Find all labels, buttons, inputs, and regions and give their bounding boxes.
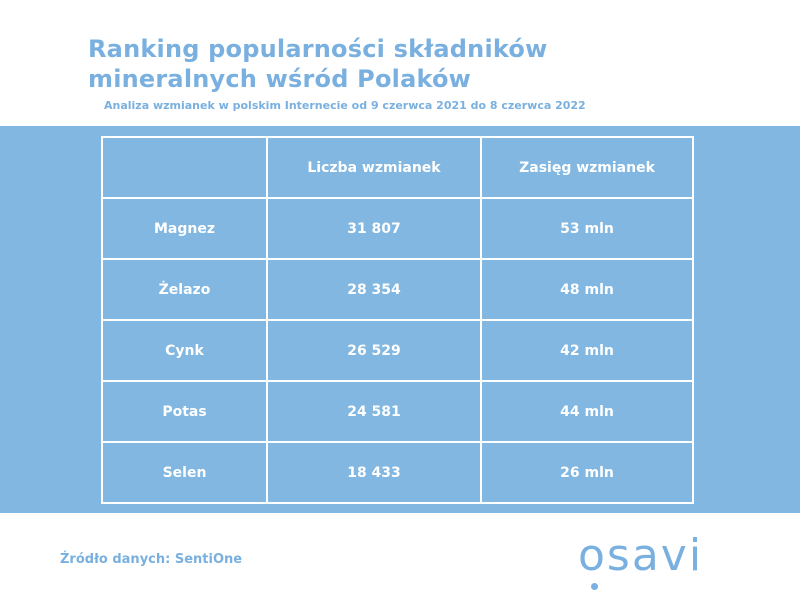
- footer: Źródło danych: SentiOne osavi: [0, 513, 800, 600]
- row-label: Cynk: [101, 319, 268, 382]
- header: Ranking popularności składników mineraln…: [0, 0, 800, 126]
- title-line-2: mineralnych wśród Polaków: [88, 65, 472, 93]
- row-mentions: 18 433: [266, 441, 482, 504]
- table-row: Potas 24 581 44 mln: [101, 380, 694, 443]
- row-reach: 26 mln: [480, 441, 694, 504]
- table-band: Liczba wzmianek Zasięg wzmianek Magnez 3…: [0, 126, 800, 513]
- ranking-table: Liczba wzmianek Zasięg wzmianek Magnez 3…: [101, 136, 694, 504]
- table-row: Cynk 26 529 42 mln: [101, 319, 694, 382]
- row-reach: 53 mln: [480, 197, 694, 260]
- row-reach: 44 mln: [480, 380, 694, 443]
- row-reach: 42 mln: [480, 319, 694, 382]
- row-label: Selen: [101, 441, 268, 504]
- page-title: Ranking popularności składników mineraln…: [88, 34, 728, 94]
- table-header-reach: Zasięg wzmianek: [480, 136, 694, 199]
- row-mentions: 26 529: [266, 319, 482, 382]
- page-subtitle: Analiza wzmianek w polskim Internecie od…: [104, 99, 586, 112]
- table-header-mentions: Liczba wzmianek: [266, 136, 482, 199]
- logo-dot-icon: [591, 583, 598, 590]
- table-header-empty: [101, 136, 268, 199]
- row-reach: 48 mln: [480, 258, 694, 321]
- brand-logo: osavi: [578, 531, 728, 591]
- table-row: Selen 18 433 26 mln: [101, 441, 694, 504]
- table-header-row: Liczba wzmianek Zasięg wzmianek: [101, 136, 694, 199]
- row-mentions: 24 581: [266, 380, 482, 443]
- title-line-1: Ranking popularności składników: [88, 35, 548, 63]
- table-row: Magnez 31 807 53 mln: [101, 197, 694, 260]
- row-label: Magnez: [101, 197, 268, 260]
- data-source: Źródło danych: SentiOne: [60, 552, 243, 567]
- row-label: Żelazo: [101, 258, 268, 321]
- table-row: Żelazo 28 354 48 mln: [101, 258, 694, 321]
- row-mentions: 28 354: [266, 258, 482, 321]
- row-mentions: 31 807: [266, 197, 482, 260]
- logo-text: osavi: [578, 530, 704, 581]
- row-label: Potas: [101, 380, 268, 443]
